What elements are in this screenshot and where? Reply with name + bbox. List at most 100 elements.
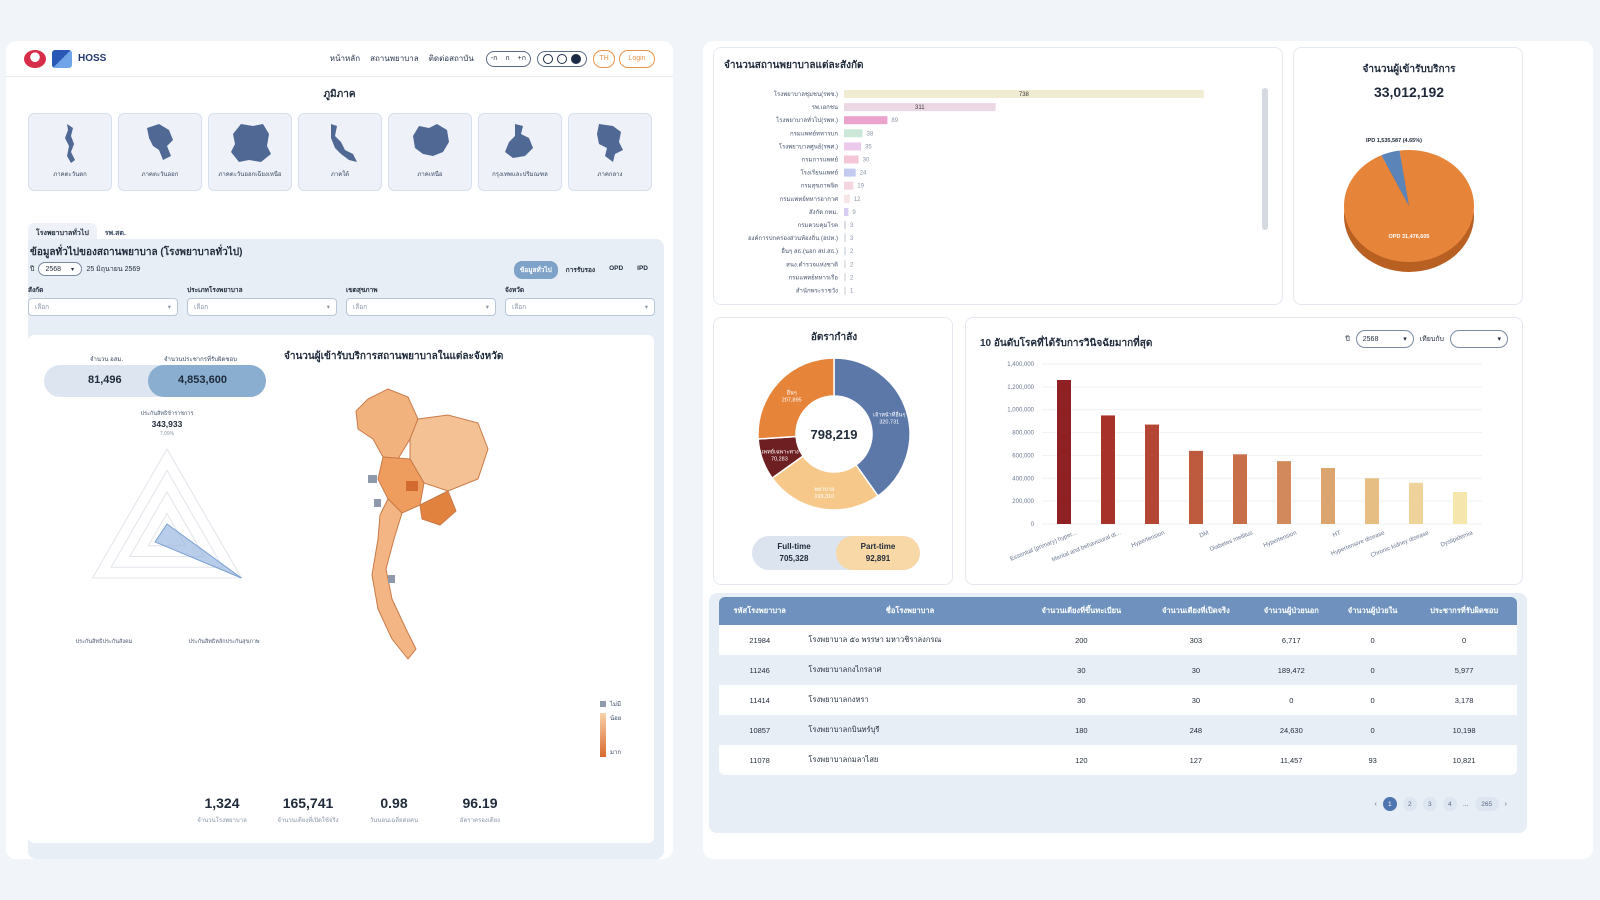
page-1[interactable]: 1 (1382, 797, 1397, 811)
tab-health-promoting-hospital[interactable]: รพ.สต. (104, 230, 126, 237)
workforce-slice[interactable] (757, 357, 835, 440)
affiliation-select[interactable]: เลือก ▾ (28, 298, 178, 316)
prev-page-icon[interactable]: ‹ (1374, 800, 1377, 808)
affil-bar[interactable] (844, 116, 888, 125)
font-larger-button[interactable]: +ก (517, 55, 526, 62)
sort-up-icon[interactable]: ↑ (1256, 82, 1260, 84)
page-ellipsis: ... (1462, 800, 1469, 808)
map-south[interactable] (371, 498, 417, 660)
page-last[interactable]: 265 (1474, 797, 1499, 811)
region-card-west[interactable]: ภาคตะวันตก (28, 113, 112, 191)
radar-data-area[interactable] (154, 523, 242, 579)
hospital-table-wrap: รหัสโรงพยาบาล ชื่อโรงพยาบาล จำนวนเตียงที… (719, 597, 1517, 775)
disease-bar[interactable] (1101, 415, 1115, 524)
affil-bar[interactable] (844, 286, 846, 295)
service-slice-ipd[interactable] (1381, 150, 1409, 206)
col-active-beds[interactable]: จำนวนเตียงที่เปิดจริง (1143, 597, 1249, 625)
nav-contact[interactable]: ติดต่อสถาบัน (428, 54, 474, 63)
table-row[interactable]: 11078 โรงพยาบาลกมลาไสย 120 127 11,457 93 10,82… (719, 745, 1517, 775)
affil-bar[interactable] (844, 168, 856, 177)
disease-bar[interactable] (1145, 424, 1159, 524)
disease-year-select[interactable]: 2568 ▾ (1355, 330, 1414, 348)
region-card-south[interactable]: ภาคใต้ (298, 113, 382, 191)
nav-home[interactable]: หน้าหลัก (329, 54, 361, 63)
col-population[interactable]: ประชากรที่รับผิดชอบ (1411, 597, 1517, 625)
pill-general[interactable]: ข้อมูลทั่วไป (513, 261, 558, 279)
disease-bar[interactable] (1233, 454, 1247, 524)
tab-general-hospital[interactable]: โรงพยาบาลทั่วไป (28, 223, 97, 244)
table-row[interactable]: 11246 โรงพยาบาลกงไกรลาศ 30 30 189,472 0 5,977 (719, 655, 1517, 685)
disease-bar[interactable] (1321, 468, 1335, 524)
affil-value-label: 738 (1019, 92, 1030, 98)
thailand-province-map[interactable] (328, 379, 528, 679)
affil-bar[interactable] (844, 194, 850, 203)
affil-bar[interactable] (844, 221, 846, 229)
map-north[interactable] (355, 388, 419, 460)
table-row[interactable]: 21984 โรงพยาบาล ๕๐ พรรษา มหาวชิราลงกรณ 200… (719, 625, 1517, 655)
full-time-label: Full-time (777, 542, 811, 551)
contrast-normal-icon[interactable] (543, 53, 553, 64)
affil-bar[interactable] (844, 234, 846, 243)
map-northeast[interactable] (409, 414, 489, 492)
disease-bar[interactable] (1277, 461, 1291, 524)
page-3[interactable]: 3 (1422, 797, 1437, 811)
disease-bar[interactable] (1409, 482, 1423, 524)
page-4[interactable]: 4 (1442, 797, 1457, 811)
legend-no-data-swatch (600, 701, 606, 707)
workforce-slice[interactable] (771, 454, 880, 511)
table-row[interactable]: 10857 โรงพยาบาลกบินทร์บุรี 180 248 24,630 0 10… (719, 715, 1517, 745)
hospital-type-select[interactable]: เลือก ▾ (187, 298, 337, 316)
affil-bar[interactable] (844, 142, 862, 151)
disease-bar[interactable] (1057, 380, 1071, 524)
pill-accreditation[interactable]: การรับรอง (565, 267, 596, 274)
x-tick-label: Hypertension (1131, 530, 1166, 549)
font-normal-button[interactable]: ก (505, 55, 510, 62)
login-button[interactable]: Login (619, 49, 655, 68)
disease-bar[interactable] (1365, 478, 1379, 524)
region-card-central[interactable]: ภาคกลาง (568, 113, 652, 191)
map-central[interactable] (377, 456, 425, 514)
region-card-east[interactable]: ภาคตะวันออก (118, 113, 202, 191)
col-inpatients[interactable]: จำนวนผู้ป่วยใน (1334, 597, 1412, 625)
table-row[interactable]: 11414 โรงพยาบาลกงหรา 30 30 0 0 3,178 (719, 685, 1517, 715)
affil-bar[interactable] (844, 129, 863, 138)
affil-bar[interactable] (844, 103, 996, 112)
region-card-northeast[interactable]: ภาคตะวันออกเฉียงเหนือ (208, 113, 292, 191)
compare-year-select[interactable]: ▾ (1450, 330, 1508, 348)
radar-grid (91, 447, 243, 579)
disease-bar[interactable] (1189, 450, 1203, 524)
affil-bar[interactable] (844, 155, 859, 164)
year-select[interactable]: 2568 ▾ (38, 262, 83, 276)
region-card-bangkok[interactable]: กรุงเทพและปริมณฑล (478, 113, 562, 191)
pill-opd[interactable]: OPD (609, 265, 624, 272)
affil-bar[interactable] (844, 273, 846, 282)
affil-bar[interactable] (844, 181, 854, 190)
radar-axis-label: ประกันสิทธิหลักประกันสุขภาพ (188, 638, 259, 645)
select-placeholder: เลือก (353, 304, 368, 311)
logo-group[interactable]: HOSS (24, 49, 106, 68)
page-2[interactable]: 2 (1402, 797, 1417, 811)
col-hospital-code[interactable]: รหัสโรงพยาบาล (719, 597, 801, 625)
font-smaller-button[interactable]: -ก (490, 55, 498, 62)
affil-value-label: 2 (850, 262, 854, 268)
next-page-icon[interactable]: › (1504, 800, 1507, 808)
contrast-medium-icon[interactable] (557, 53, 567, 64)
affil-bar[interactable] (844, 90, 1204, 98)
region-card-north[interactable]: ภาคเหนือ (388, 113, 472, 191)
affil-bar[interactable] (844, 260, 846, 269)
col-hospital-name[interactable]: ชื่อโรงพยาบาล (800, 597, 1020, 625)
chart-scrollbar[interactable] (1262, 88, 1268, 230)
health-zone-select[interactable]: เลือก ▾ (346, 298, 496, 316)
col-registered-beds[interactable]: จำนวนเตียงที่ขึ้นทะเบียน (1019, 597, 1144, 625)
col-outpatients[interactable]: จำนวนผู้ป่วยนอก (1248, 597, 1335, 625)
province-select[interactable]: เลือก ▾ (505, 298, 655, 316)
nav-hospitals[interactable]: สถานพยาบาล (370, 54, 419, 63)
disease-bar[interactable] (1453, 492, 1467, 524)
affil-bar[interactable] (844, 207, 849, 216)
language-button[interactable]: TH (593, 49, 615, 68)
affil-bar[interactable] (844, 247, 846, 256)
workforce-slice[interactable] (833, 357, 911, 498)
pill-ipd[interactable]: IPD (637, 265, 648, 272)
map-east[interactable] (419, 490, 457, 526)
contrast-high-icon[interactable] (571, 53, 581, 64)
